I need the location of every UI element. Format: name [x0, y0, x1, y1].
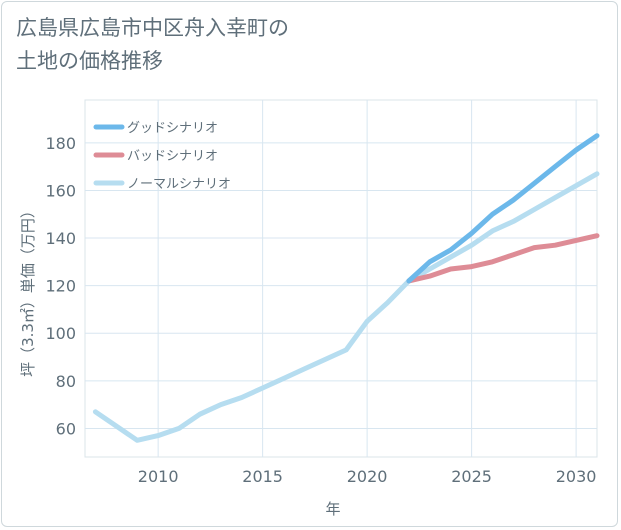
plot-area — [84, 99, 598, 458]
y-axis-label: 坪（3.3㎡）単価（万円） — [19, 203, 37, 377]
x-tick-label: 2020 — [347, 467, 388, 486]
y-tick-label: 160 — [45, 181, 76, 200]
y-tick-label: 120 — [45, 277, 76, 296]
x-tick-label: 2025 — [451, 467, 492, 486]
grid — [84, 99, 598, 458]
series-lines — [92, 133, 600, 443]
y-tick-label: 180 — [45, 134, 76, 153]
chart-title-line-2: 土地の価格推移 — [16, 49, 163, 73]
x-tick-label: 2030 — [556, 467, 597, 486]
chart-title-line-1: 広島県広島市中区舟入幸町の — [16, 16, 289, 40]
axes: 2010 2015 2020 2025 2030 60 80 100 120 140 160 180 — [45, 134, 596, 486]
y-tick-label: 80 — [56, 372, 76, 391]
legend-label-1: グッドシナリオ — [127, 121, 218, 136]
y-tick-label: 140 — [45, 229, 76, 248]
series-line-3 — [92, 171, 600, 443]
legend-label-2: バッドシナリオ — [127, 149, 218, 164]
series-line-1 — [406, 133, 600, 284]
x-tick-label: 2010 — [138, 467, 179, 486]
series-line-2 — [406, 233, 600, 284]
chart-title: 広島県広島市中区舟入幸町の 土地の価格推移 — [16, 12, 416, 78]
legend-label-3: ノーマルシナリオ — [127, 177, 231, 192]
x-axis-label: 年 — [325, 500, 340, 518]
x-tick-label: 2015 — [242, 467, 283, 486]
y-tick-label: 60 — [56, 419, 76, 438]
y-tick-label: 100 — [45, 324, 76, 343]
